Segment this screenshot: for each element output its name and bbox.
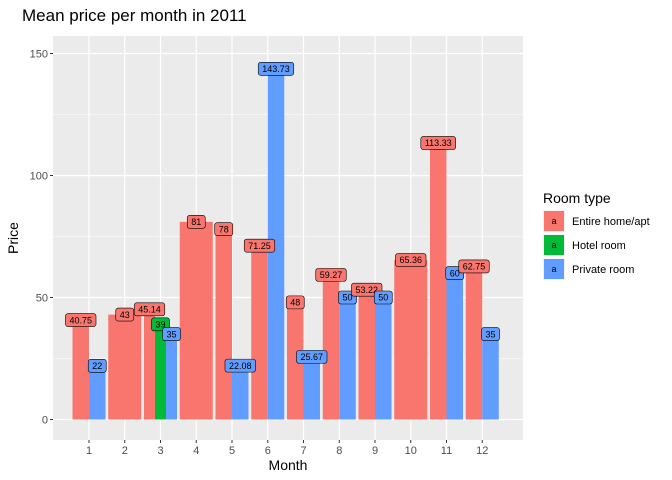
bar-entire-home-apt-month-3 (144, 309, 155, 420)
legend-label: Entire home/apt (572, 216, 650, 228)
data-label: 45.14 (138, 305, 161, 315)
data-label-box (243, 238, 276, 253)
data-label: 35 (485, 329, 495, 339)
bar-private-room-month-5 (232, 365, 249, 420)
bar-entire-home-apt-month-1 (72, 320, 89, 420)
data-label: 22.08 (229, 361, 252, 371)
data-label: 48 (290, 298, 300, 308)
bar-entire-home-apt-month-11 (430, 142, 447, 420)
x-tick-label: 12 (476, 445, 488, 457)
bar-entire-home-apt-month-6 (251, 245, 268, 420)
data-label: 53.22 (355, 285, 378, 295)
data-label: 113.33 (425, 138, 452, 148)
data-label-box (420, 136, 456, 150)
data-label-box (481, 327, 500, 341)
x-tick-label: 6 (265, 445, 271, 457)
data-label: 35 (166, 329, 176, 339)
data-label-box (214, 222, 234, 236)
bar-entire-home-apt-month-12 (465, 266, 483, 420)
data-label-box (133, 302, 166, 317)
data-label: 40.75 (69, 315, 92, 325)
y-tick-label: 100 (30, 171, 48, 183)
data-label: 81 (191, 217, 201, 227)
x-tick-label: 1 (86, 445, 92, 457)
data-label: 60 (450, 268, 460, 278)
x-tick-label: 8 (336, 445, 342, 457)
bar-entire-home-apt-month-2 (108, 314, 142, 420)
y-axis: 0 50 100 150 (30, 49, 53, 427)
bar-private-room-month-6 (267, 68, 285, 420)
legend-key-glyph: a (551, 216, 556, 226)
legend-title: Room type (543, 190, 611, 206)
x-tick-label: 9 (372, 445, 378, 457)
bar-private-room-month-11 (446, 273, 463, 420)
bars (72, 68, 499, 420)
data-labels: 40.75224345.143935817822.0871.25143.7348… (65, 61, 500, 373)
data-label: 50 (378, 293, 388, 303)
data-label: 65.36 (399, 255, 422, 265)
x-axis-title: Month (269, 457, 308, 473)
x-tick-label: 3 (157, 445, 163, 457)
legend: Room type a Entire home/apt a Hotel room a Pr… (543, 190, 650, 280)
data-label-box (395, 253, 427, 267)
data-label: 25.67 (300, 352, 323, 362)
data-label: 62.75 (463, 262, 486, 272)
x-tick-label: 10 (405, 445, 417, 457)
y-tick-label: 150 (30, 49, 48, 61)
data-label-box (224, 358, 256, 373)
data-label: 50 (342, 293, 352, 303)
y-tick-label: 0 (42, 415, 48, 427)
data-label-box (65, 313, 97, 327)
data-label: 39 (155, 320, 165, 330)
chart-title: Mean price per month in 2011 (22, 6, 247, 25)
data-label: 43 (120, 310, 130, 320)
bar-private-room-month-1 (89, 365, 106, 420)
data-label: 71.25 (248, 241, 271, 251)
data-label-box (186, 215, 206, 229)
data-label-box (87, 359, 107, 373)
data-label-box (458, 259, 490, 274)
data-label-box (115, 307, 135, 322)
x-tick-label: 5 (229, 445, 235, 457)
legend-label: Hotel room (572, 240, 626, 252)
bar-entire-home-apt-month-5 (215, 229, 232, 420)
bar-entire-home-apt-month-4 (179, 221, 213, 420)
data-label: 59.27 (320, 270, 343, 280)
y-tick-label: 50 (36, 293, 48, 305)
bar-private-room-month-3 (166, 334, 177, 420)
legend-key-swatch (544, 235, 564, 255)
y-axis-title: Price (5, 222, 21, 254)
bar-private-room-month-12 (482, 334, 499, 420)
data-label: 78 (219, 224, 229, 234)
x-tick-label: 4 (193, 445, 199, 457)
x-tick-label: 2 (122, 445, 128, 457)
legend-key-swatch (544, 211, 564, 231)
x-tick-label: 11 (441, 445, 452, 457)
bar-entire-home-apt-month-8 (322, 274, 340, 420)
bar-private-room-month-7 (303, 356, 320, 420)
x-tick-label: 7 (300, 445, 306, 457)
legend-key-glyph: a (551, 240, 556, 250)
x-axis: 1 2 3 4 5 6 7 8 9 10 11 12 (86, 440, 488, 457)
data-label-box (257, 61, 295, 76)
data-label: 143.73 (262, 64, 290, 74)
data-label: 22 (92, 361, 102, 371)
data-label-box (162, 327, 181, 341)
data-label-box (373, 290, 393, 305)
bar-entire-home-apt-month-9 (358, 289, 375, 420)
bar-private-room-month-9 (375, 297, 392, 420)
bar-entire-home-apt-month-10 (394, 260, 428, 420)
data-label-box (285, 295, 305, 310)
legend-label: Private room (572, 264, 634, 276)
legend-key-glyph: a (551, 264, 556, 274)
data-label-box (315, 268, 347, 282)
bar-hotel-room-month-3 (155, 324, 166, 420)
data-label-box (296, 350, 328, 364)
bar-entire-home-apt-month-7 (287, 302, 304, 420)
bar-private-room-month-8 (339, 297, 356, 420)
legend-key-swatch (544, 259, 564, 279)
